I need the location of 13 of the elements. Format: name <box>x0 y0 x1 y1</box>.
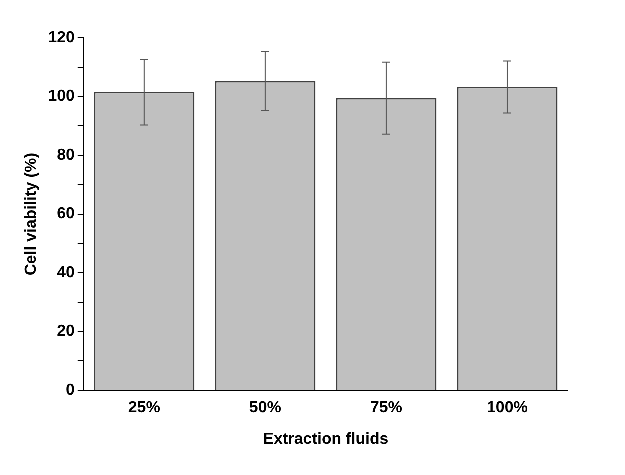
y-tick-label: 40 <box>57 264 75 282</box>
x-tick-label: 50% <box>249 400 282 417</box>
x-tick-label: 25% <box>128 400 160 417</box>
y-axis-title: Cell viability (%) <box>23 152 40 276</box>
y-tick-label: 20 <box>57 323 75 340</box>
y-tick-label: 120 <box>48 29 75 46</box>
x-axis-title: Extraction fluids <box>263 430 389 448</box>
y-tick-label: 80 <box>57 146 75 164</box>
x-tick-label: 75% <box>370 400 402 417</box>
y-tick-label: 100 <box>48 88 75 106</box>
y-tick-label: 60 <box>57 206 75 223</box>
y-tick-label: 0 <box>66 382 75 400</box>
x-tick-label: 100% <box>487 400 528 417</box>
